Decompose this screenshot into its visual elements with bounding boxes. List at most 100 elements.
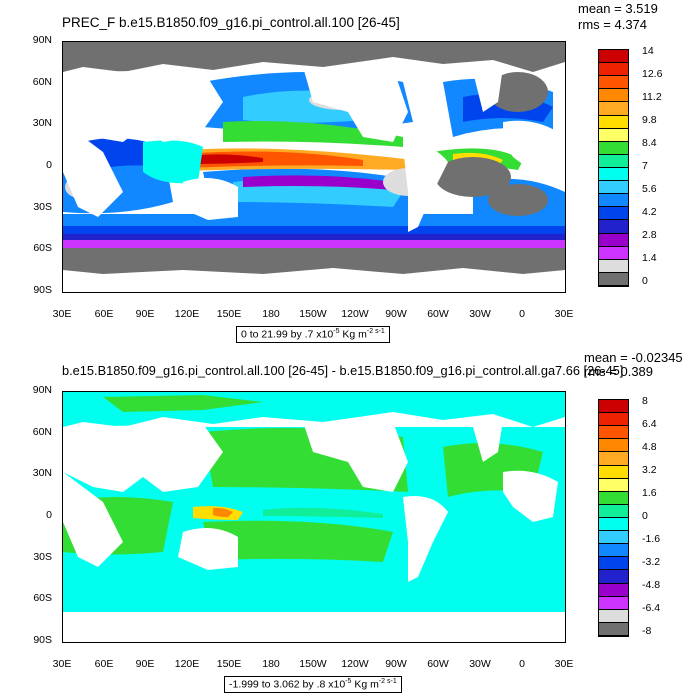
lon-label: 120W: [335, 658, 375, 670]
colorbar-swatch: [599, 142, 628, 155]
colorbar-label: 4.8: [642, 441, 657, 453]
colorbar-swatch: [599, 584, 628, 597]
colorbar-label: 7: [642, 160, 648, 172]
colorbar-swatch: [599, 129, 628, 142]
colorbar-swatch: [599, 413, 628, 426]
lon-label: 180: [251, 308, 291, 320]
colorbar-swatch: [599, 234, 628, 247]
colorbar-swatch: [599, 439, 628, 452]
colorbar-swatch: [599, 76, 628, 89]
colorbar-label: 2.8: [642, 229, 657, 241]
colorbar: [598, 49, 629, 287]
colorbar-label: 11.2: [642, 91, 662, 103]
colorbar-label: 5.6: [642, 183, 657, 195]
colorbar: [598, 399, 629, 637]
colorbar-swatch: [599, 452, 628, 465]
panel-title: PREC_F b.e15.B1850.f09_g16.pi_control.al…: [62, 15, 400, 30]
colorbar-label: -4.8: [642, 579, 660, 591]
lon-label: 90W: [376, 658, 416, 670]
lon-label: 0: [502, 658, 542, 670]
rms-stat: rms = 4.374: [578, 17, 647, 32]
colorbar-swatch: [599, 63, 628, 76]
colorbar-swatch: [599, 181, 628, 194]
colorbar-swatch: [599, 570, 628, 583]
colorbar-swatch: [599, 155, 628, 168]
lat-label: 90S: [22, 634, 52, 646]
colorbar-swatch: [599, 400, 628, 413]
colorbar-swatch: [599, 544, 628, 557]
lon-label: 90E: [125, 658, 165, 670]
lon-label: 90E: [125, 308, 165, 320]
colorbar-label: -1.6: [642, 533, 660, 545]
map-plot: [62, 391, 566, 643]
lat-label: 30N: [22, 117, 52, 129]
colorbar-swatch: [599, 531, 628, 544]
colorbar-label: 4.2: [642, 206, 657, 218]
lon-label: 120E: [167, 658, 207, 670]
map-panel-bottom: b.e15.B1850.f09_g16.pi_control.all.100 […: [0, 350, 700, 700]
lon-label: 30E: [544, 308, 584, 320]
lat-label: 30N: [22, 467, 52, 479]
colorbar-label: 6.4: [642, 418, 657, 430]
lon-label: 120E: [167, 308, 207, 320]
mean-stat: mean = 3.519: [578, 1, 658, 16]
colorbar-swatch: [599, 260, 628, 273]
colorbar-label: 0: [642, 510, 648, 522]
colorbar-label: 1.6: [642, 487, 657, 499]
difference-map: [63, 392, 565, 642]
lon-label: 120W: [335, 308, 375, 320]
lat-label: 0: [22, 159, 52, 171]
lat-label: 90N: [22, 384, 52, 396]
lon-label: 150W: [293, 308, 333, 320]
colorbar-swatch: [599, 466, 628, 479]
lat-label: 60N: [22, 426, 52, 438]
colorbar-label: 14: [642, 45, 654, 57]
colorbar-swatch: [599, 50, 628, 63]
lon-label: 30E: [544, 658, 584, 670]
colorbar-swatch: [599, 623, 628, 636]
colorbar-swatch: [599, 479, 628, 492]
precip-map: [63, 42, 565, 292]
colorbar-swatch: [599, 518, 628, 531]
rms-stat: rms = 0.389: [584, 364, 653, 379]
colorbar-swatch: [599, 247, 628, 260]
colorbar-label: -3.2: [642, 556, 660, 568]
lat-label: 0: [22, 509, 52, 521]
colorbar-swatch: [599, 220, 628, 233]
mean-stat: mean = -0.02345: [584, 350, 683, 365]
colorbar-swatch: [599, 505, 628, 518]
colorbar-label: -8: [642, 625, 651, 637]
colorbar-swatch: [599, 273, 628, 286]
colorbar-label: 0: [642, 275, 648, 287]
lat-label: 90N: [22, 34, 52, 46]
contour-range-label: -1.999 to 3.062 by .8 x10-5 Kg m-2 s-1: [224, 676, 402, 693]
lat-label: 60S: [22, 592, 52, 604]
contour-range-label: 0 to 21.99 by .7 x10-5 Kg m-2 s-1: [236, 326, 390, 343]
colorbar-label: 8: [642, 395, 648, 407]
lat-label: 60S: [22, 242, 52, 254]
panel-title: b.e15.B1850.f09_g16.pi_control.all.100 […: [62, 363, 623, 378]
lat-label: 60N: [22, 76, 52, 88]
colorbar-label: 12.6: [642, 68, 662, 80]
lon-label: 60W: [418, 308, 458, 320]
colorbar-label: 1.4: [642, 252, 657, 264]
lon-label: 60E: [84, 308, 124, 320]
colorbar-label: 9.8: [642, 114, 657, 126]
lon-label: 60W: [418, 658, 458, 670]
lon-label: 150E: [209, 308, 249, 320]
lon-label: 150E: [209, 658, 249, 670]
lon-label: 30E: [42, 658, 82, 670]
colorbar-label: -6.4: [642, 602, 660, 614]
colorbar-swatch: [599, 168, 628, 181]
lon-label: 30W: [460, 308, 500, 320]
lon-label: 30E: [42, 308, 82, 320]
lon-label: 150W: [293, 658, 333, 670]
map-plot: [62, 41, 566, 293]
lon-label: 0: [502, 308, 542, 320]
colorbar-label: 8.4: [642, 137, 657, 149]
lat-label: 30S: [22, 551, 52, 563]
lon-label: 60E: [84, 658, 124, 670]
colorbar-swatch: [599, 557, 628, 570]
lon-label: 30W: [460, 658, 500, 670]
colorbar-swatch: [599, 89, 628, 102]
